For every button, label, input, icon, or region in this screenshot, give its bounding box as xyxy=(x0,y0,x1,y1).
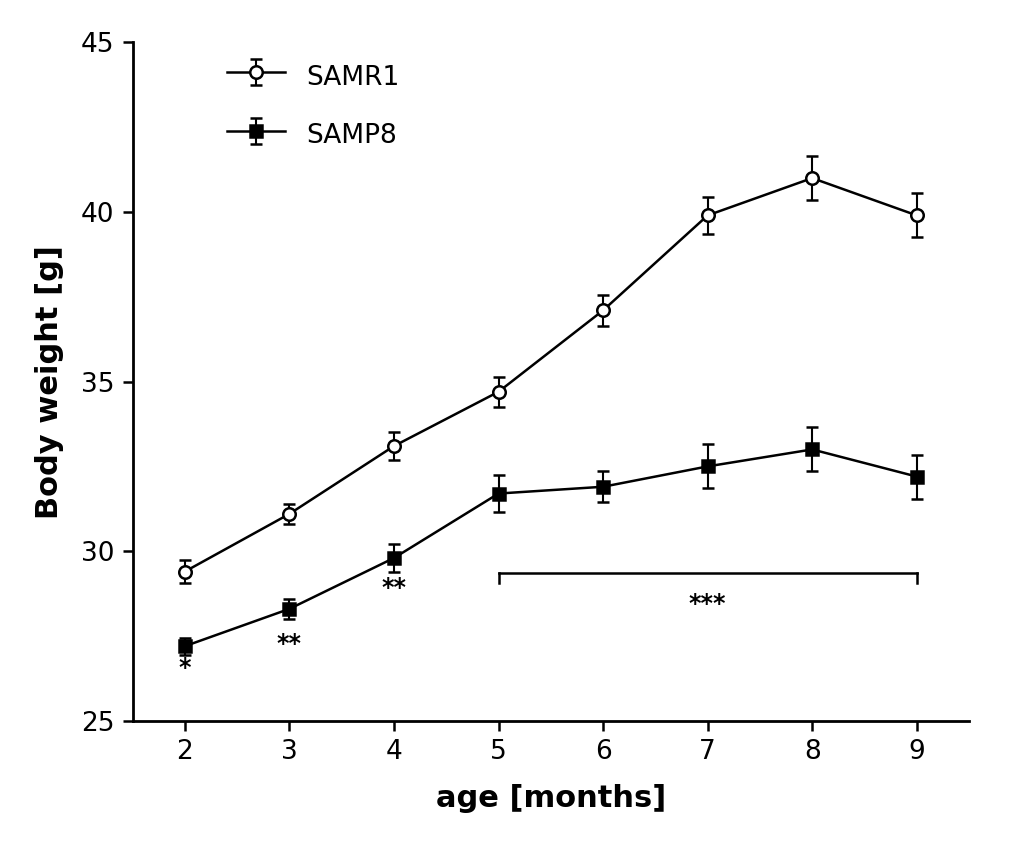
Text: *: * xyxy=(178,656,191,680)
Text: ***: *** xyxy=(688,592,726,616)
Text: **: ** xyxy=(381,577,407,600)
Text: **: ** xyxy=(276,633,302,656)
Legend: SAMR1, SAMP8: SAMR1, SAMP8 xyxy=(216,49,410,161)
X-axis label: age [months]: age [months] xyxy=(435,784,665,813)
Y-axis label: Body weight [g]: Body weight [g] xyxy=(36,245,64,518)
